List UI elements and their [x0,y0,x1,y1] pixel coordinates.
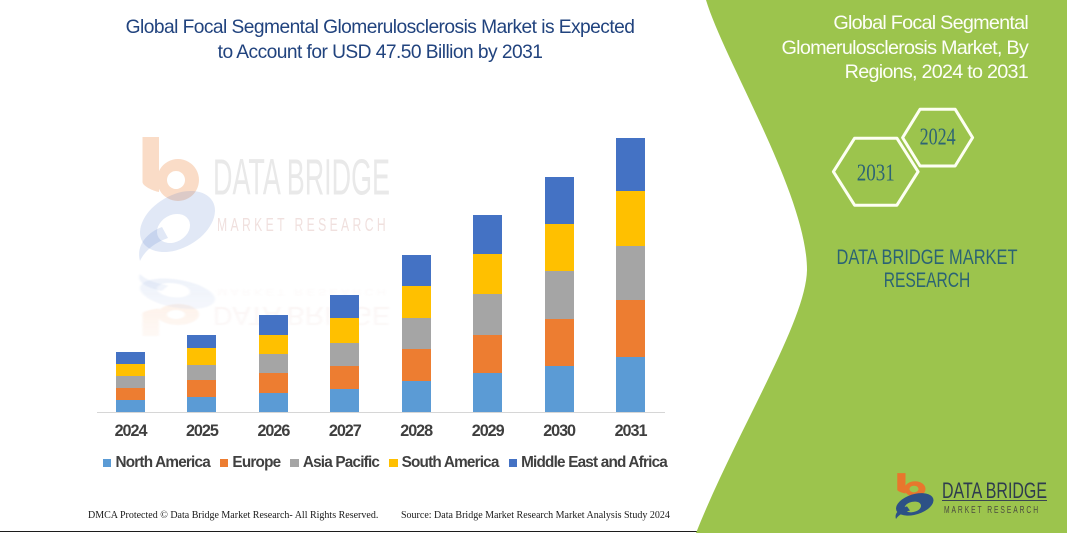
bar-segment-2029-asia-pacific [473,294,503,335]
watermark-subbrand-text: MARKET RESEARCH [217,215,389,234]
x-axis-label-2031: 2031 [614,421,648,440]
legend-label: South America [401,454,500,471]
x-axis-label-2025: 2025 [185,421,219,440]
bar-segment-2030-europe [544,319,574,366]
panel-heading-line2: Glomerulosclerosis Market, By [781,36,1029,59]
bar-segment-2024-south-america [116,364,145,376]
chart-legend: North America Europe Asia Pacific South Ame… [99,454,671,472]
legend-marker-icon [102,458,112,468]
bar-segment-2031-south-america [616,191,645,246]
bar-segment-2027-middle-east-and-africa [330,295,360,318]
watermark-subbrand-text: MARKET RESEARCH [217,288,389,297]
bar-segment-2028-europe [401,349,431,381]
legend-label: Asia Pacific [302,454,380,471]
bar-segment-2025-asia-pacific [187,365,217,380]
watermark: DATA BRIDGE MARKET RESEARCH [100,128,410,273]
bar-segment-2025-south-america [187,348,217,365]
watermark-brand-text: DATA BRIDGE [213,156,390,200]
panel-brand-text: DATA BRIDGE MARKET RESEARCH [837,245,1018,292]
bar-segment-2026-south-america [258,335,288,354]
bar-segment-2029-south-america [473,254,503,294]
bar-segment-2030-middle-east-and-africa [544,177,574,224]
hexagon-2024: 2024 [901,107,975,168]
bar-segment-2026-north-america [258,393,288,412]
bar-segment-2029-middle-east-and-africa [473,215,503,254]
year-hexagons: 2031 2024 [831,107,975,207]
bar-segment-2025-north-america [187,397,217,412]
bar-segment-2031-north-america [616,357,645,412]
chart-title-line2: to Account for USD 47.50 Billion by 2031 [217,41,543,63]
hexagon-2031-label: 2031 [857,161,895,187]
legend-item-north-america: North America [102,454,211,472]
bar-segment-2031-asia-pacific [616,246,645,300]
x-axis-label-2030: 2030 [543,421,576,440]
legend-marker-icon [508,458,518,468]
bar-segment-2026-asia-pacific [258,354,288,373]
svg-text:MARKET RESEARCH: MARKET RESEARCH [217,288,389,297]
x-axis-line [97,412,665,413]
x-axis-label-2024: 2024 [114,421,148,440]
legend-item-middle-east-and-africa: Middle East and Africa [508,454,668,472]
hexagon-2024-label: 2024 [920,125,956,151]
legend-marker-icon [389,458,398,468]
bar-segment-2028-north-america [401,381,431,412]
chart-title-line1: Global Focal Segmental Glomerulosclerosi… [125,17,635,38]
legend-marker-icon [290,458,299,468]
panel-heading-line1: Global Focal Segmental [833,12,1028,34]
source-note: Source: Data Bridge Market Research Mark… [401,510,670,521]
bar-segment-2030-north-america [544,366,574,412]
panel-heading: Global Focal Segmental Glomerulosclerosi… [728,11,1029,85]
corner-logo-icon [895,473,934,519]
legend-item-south-america: South America [389,454,499,472]
bar-segment-2031-middle-east-and-africa [616,138,645,191]
bar-segment-2030-asia-pacific [544,271,574,319]
bar-segment-2027-south-america [330,318,360,343]
panel-brand-line2: RESEARCH [884,268,971,292]
svg-text:DATA BRIDGE: DATA BRIDGE [213,156,390,200]
legend-item-asia-pacific: Asia Pacific [290,454,380,472]
x-axis-label-2027: 2027 [328,421,362,440]
legend-label: Europe [232,454,281,471]
bottom-rule [0,530,1067,532]
bar-segment-2026-middle-east-and-africa [258,315,288,335]
bar-segment-2027-asia-pacific [330,343,360,366]
panel-heading-line3: Regions, 2024 to 2031 [844,61,1029,83]
x-axis-label-2029: 2029 [471,421,505,440]
bar-segment-2027-north-america [330,389,360,412]
bar-segment-2029-europe [473,335,503,373]
bar-segment-2024-europe [116,388,145,400]
legend-marker-icon [219,458,229,468]
x-axis-label-2026: 2026 [257,421,290,440]
bar-segment-2024-middle-east-and-africa [116,352,145,364]
bar-segment-2025-middle-east-and-africa [187,335,217,348]
bar-segment-2028-asia-pacific [401,318,431,349]
bar-segment-2026-europe [258,373,288,393]
corner-logo-brand: DATA BRIDGE [942,478,1047,503]
bar-segment-2025-europe [187,380,217,397]
corner-logo-subbrand: MARKET RESEARCH [944,504,1040,516]
bar-segment-2027-europe [330,366,360,389]
legend-label: North America [115,454,210,471]
hexagon-2031: 2031 [831,136,920,207]
bar-segment-2028-south-america [401,286,431,318]
bar-segment-2031-europe [616,300,645,357]
corner-logo: DATA BRIDGE MARKET RESEARCH [895,473,1047,519]
svg-text:MARKET RESEARCH: MARKET RESEARCH [217,215,389,234]
x-axis-label-2028: 2028 [400,421,433,440]
bar-segment-2028-middle-east-and-africa [401,255,431,286]
panel-brand-line1: DATA BRIDGE MARKET [837,245,1018,269]
bar-segment-2024-asia-pacific [116,376,145,388]
legend-label: Middle East and Africa [521,454,668,471]
bar-segment-2029-north-america [473,373,503,412]
dmca-note: DMCA Protected © Data Bridge Market Rese… [88,510,379,521]
chart-title: Global Focal Segmental Glomerulosclerosi… [60,16,700,65]
bar-segment-2024-north-america [116,400,145,412]
legend-item-europe: Europe [219,454,281,472]
bar-segment-2030-south-america [544,224,574,271]
